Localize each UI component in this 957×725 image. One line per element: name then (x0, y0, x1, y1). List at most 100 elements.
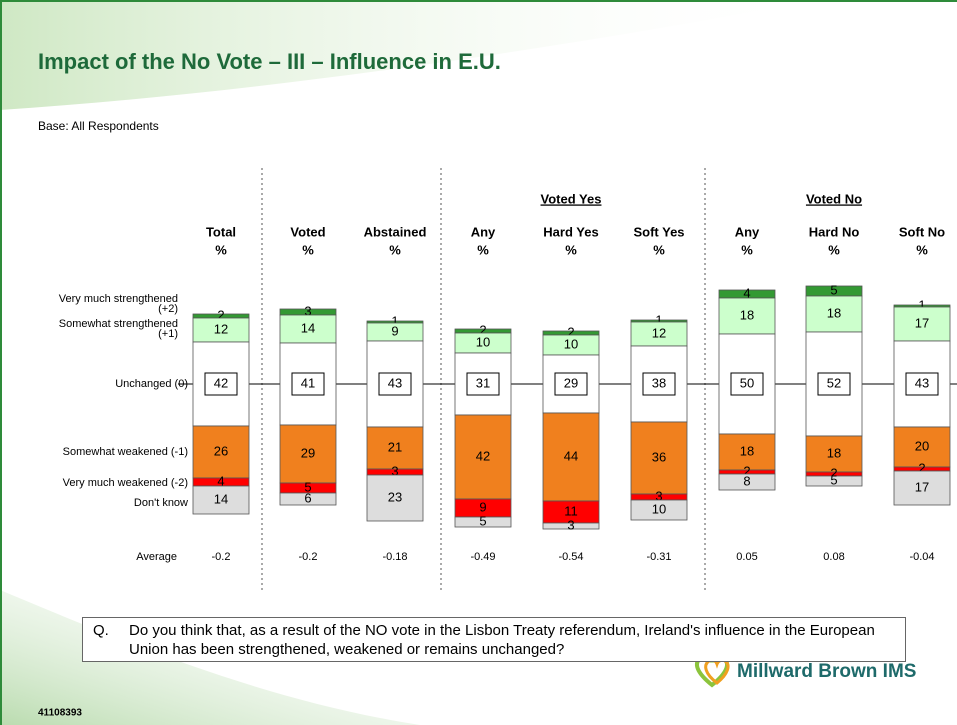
value-label: 31 (476, 375, 490, 390)
value-label: 38 (652, 375, 666, 390)
unit-label: % (916, 242, 928, 257)
legend-label: Very much strengthened (+2) (58, 293, 178, 315)
value-label: 18 (827, 305, 841, 320)
average-value: -0.31 (646, 551, 671, 563)
bar-segment (279, 314, 337, 344)
bar-segment (718, 433, 776, 471)
value-label: 10 (476, 334, 490, 349)
value-label: 20 (915, 438, 929, 453)
value-label: 5 (830, 472, 837, 487)
bar-segment (366, 426, 424, 470)
value-label: 2 (918, 460, 925, 475)
legend-label: Somewhat strengthened (+1) (58, 318, 178, 340)
value-box (291, 372, 325, 396)
value-label: 2 (479, 322, 486, 337)
unit-label: % (389, 242, 401, 257)
average-value: -0.2 (212, 551, 231, 563)
value-label: 36 (652, 449, 666, 464)
footer-swoosh (0, 590, 420, 725)
category-label: Abstained (364, 224, 427, 239)
bar-segment (718, 297, 776, 335)
category-label: Hard Yes (543, 224, 598, 239)
legend-label: Somewhat weakened (-1) (62, 446, 188, 458)
value-label: 1 (655, 312, 662, 327)
chart-title: Impact of the No Vote – III – Influence … (38, 49, 501, 74)
value-label: 44 (564, 448, 578, 463)
value-label: 4 (217, 473, 224, 488)
group-label: Voted No (806, 191, 862, 206)
value-label: 29 (301, 445, 315, 460)
question-marker: Q. (93, 622, 109, 639)
category-label: Soft Yes (633, 224, 684, 239)
bar-segment (630, 499, 688, 521)
value-label: 1 (918, 297, 925, 312)
value-label: 5 (830, 282, 837, 297)
bar-segment (366, 474, 424, 522)
footer-code: 41108393 (38, 708, 82, 719)
value-label: 9 (479, 499, 486, 514)
value-label: 17 (915, 479, 929, 494)
value-label: 3 (304, 303, 311, 318)
value-label: 50 (740, 375, 754, 390)
bar-segment (454, 414, 512, 500)
unit-label: % (302, 242, 314, 257)
bar-segment (192, 485, 250, 515)
question-box: Q. Do you think that, as a result of the… (82, 617, 906, 662)
average-value: 0.05 (736, 551, 757, 563)
value-label: 14 (214, 491, 228, 506)
average-value: -0.18 (382, 551, 407, 563)
value-label: 43 (915, 375, 929, 390)
value-label: 42 (476, 448, 490, 463)
value-label: 10 (652, 501, 666, 516)
unit-label: % (565, 242, 577, 257)
average-value: -0.54 (558, 551, 583, 563)
value-label: 2 (743, 463, 750, 478)
value-label: 4 (743, 285, 750, 300)
value-label: 9 (391, 323, 398, 338)
bar-segment (805, 475, 863, 487)
unit-label: % (828, 242, 840, 257)
unit-label: % (477, 242, 489, 257)
legend-label: Unchanged (0) (115, 378, 188, 390)
group-label: Voted Yes (541, 191, 602, 206)
header-swoosh (0, 0, 820, 110)
value-label: 17 (915, 315, 929, 330)
value-label: 8 (743, 473, 750, 488)
subtitle: Base: All Respondents (38, 119, 159, 133)
category-label: Any (471, 224, 496, 239)
average-value: -0.49 (470, 551, 495, 563)
category-label: Total (206, 224, 236, 239)
value-label: 3 (655, 488, 662, 503)
value-label: 43 (388, 375, 402, 390)
value-label: 12 (652, 325, 666, 340)
logo-text: Millward Brown IMS (737, 661, 916, 682)
bar-segment (805, 295, 863, 333)
bar-segment (893, 470, 951, 506)
bar-segment (805, 435, 863, 473)
bar-segment (192, 425, 250, 479)
value-box (905, 372, 939, 396)
value-label: 12 (214, 321, 228, 336)
bar-segment (893, 426, 951, 468)
value-box (730, 372, 764, 396)
value-label: 18 (827, 445, 841, 460)
value-label: 3 (391, 463, 398, 478)
value-label: 18 (740, 307, 754, 322)
unit-label: % (741, 242, 753, 257)
category-label: Voted (290, 224, 325, 239)
value-box (466, 372, 500, 396)
separators (261, 168, 706, 592)
value-label: 29 (564, 375, 578, 390)
average-value: -0.04 (909, 551, 934, 563)
value-box (642, 372, 676, 396)
value-box (817, 372, 851, 396)
bar-segment (630, 421, 688, 495)
legend-label: Very much weakened (-2) (62, 477, 188, 489)
value-label: 52 (827, 375, 841, 390)
value-label: 14 (301, 320, 315, 335)
category-label: Hard No (809, 224, 860, 239)
category-label: Any (735, 224, 760, 239)
bar-segment (542, 522, 600, 530)
legend-label: Don't know (133, 497, 188, 509)
